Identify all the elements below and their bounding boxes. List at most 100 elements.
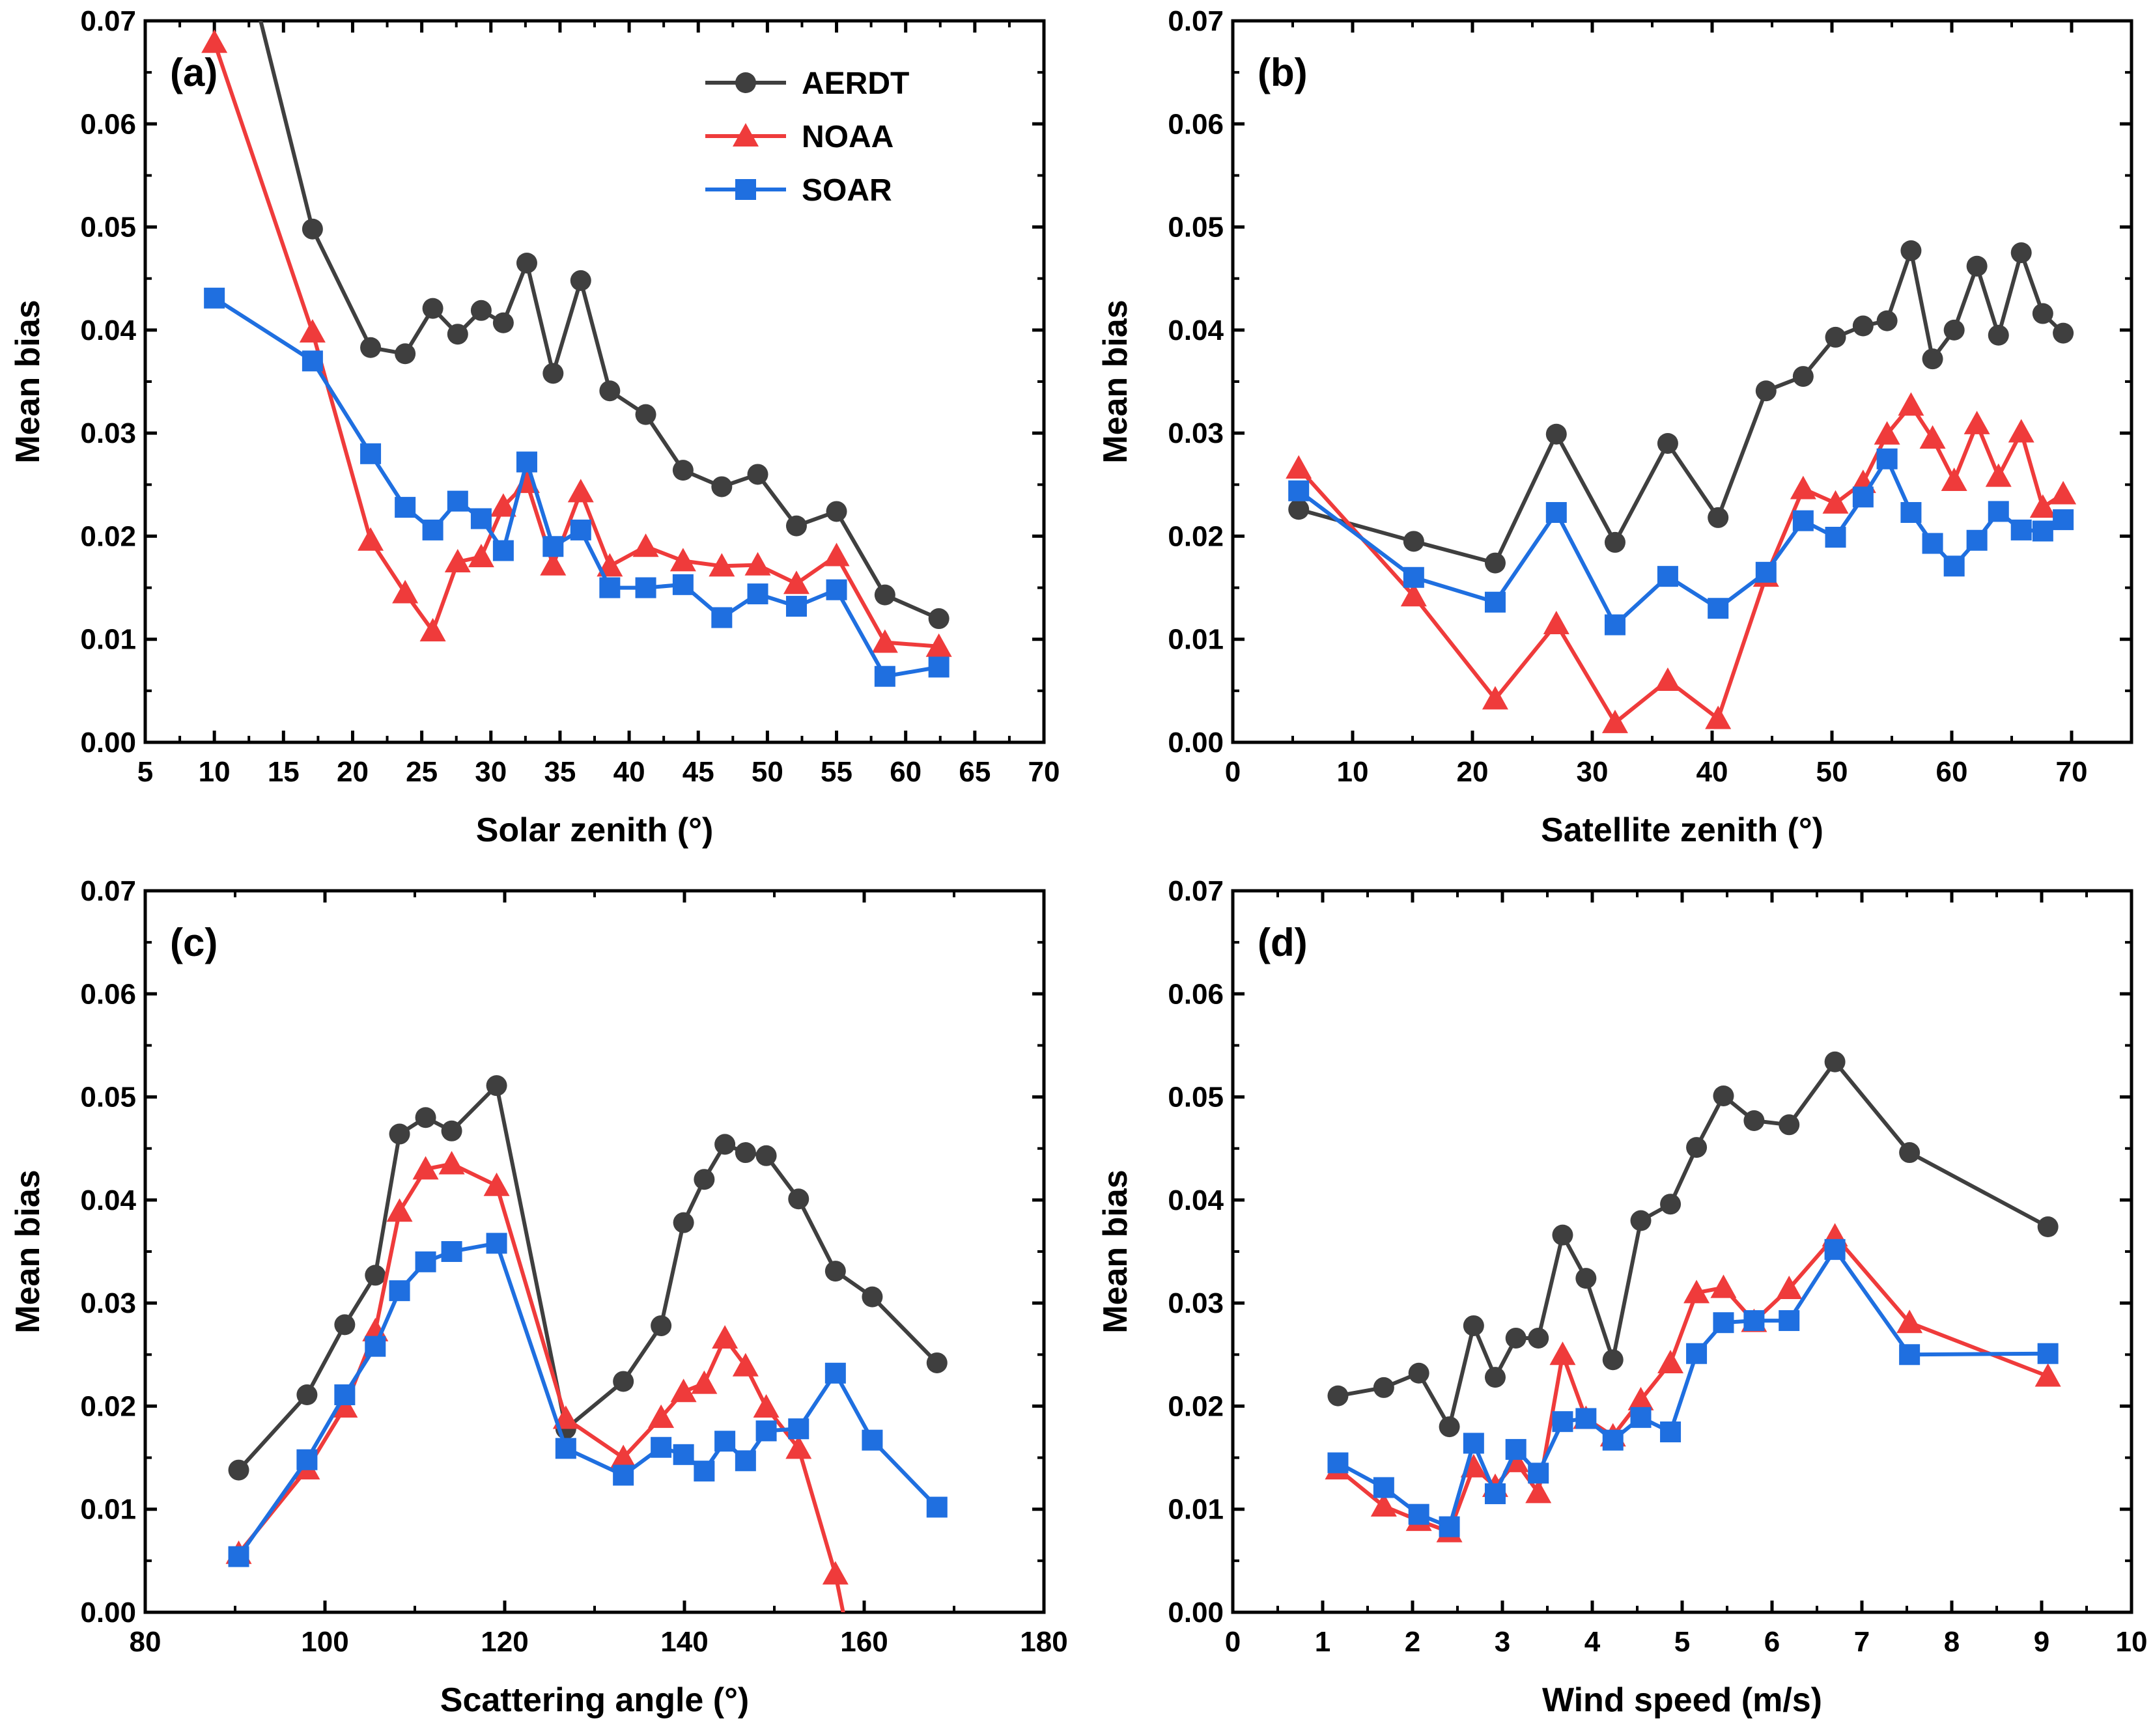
data-point-soar	[1779, 1310, 1800, 1332]
data-point-soar	[1900, 502, 1922, 524]
y-tick-label: 0.01	[1168, 1494, 1224, 1526]
y-tick-label: 0.03	[1168, 417, 1224, 449]
data-point-soar	[826, 579, 847, 600]
data-point-noaa	[871, 629, 898, 653]
data-point-aerdt	[415, 1107, 436, 1128]
y-tick-label: 0.07	[1168, 5, 1224, 37]
data-point-aerdt	[1943, 319, 1965, 341]
data-point-soar	[542, 536, 564, 557]
data-point-soar	[228, 1546, 249, 1567]
x-tick-label: 40	[1696, 756, 1728, 788]
data-point-aerdt	[2010, 242, 2032, 264]
data-point-aerdt	[824, 1261, 846, 1282]
x-tick-label: 1	[1315, 1626, 1330, 1658]
plot-area	[1325, 1051, 2061, 1543]
y-tick-label: 0.07	[80, 5, 136, 37]
data-point-soar	[788, 1418, 809, 1440]
series-noaa	[225, 1151, 849, 1612]
y-tick-label: 0.04	[1168, 1184, 1224, 1216]
data-point-noaa	[386, 1198, 413, 1222]
data-point-noaa	[490, 493, 516, 517]
y-tick-label: 0.06	[1168, 978, 1224, 1010]
data-point-noaa	[468, 544, 494, 568]
data-point-noaa	[2050, 481, 2077, 505]
data-point-aerdt	[395, 343, 416, 365]
data-point-aerdt	[1900, 240, 1922, 261]
data-point-soar	[1899, 1344, 1921, 1365]
data-point-soar	[2032, 520, 2053, 542]
data-point-noaa	[331, 1394, 358, 1418]
data-point-aerdt	[470, 300, 492, 321]
data-point-aerdt	[788, 1188, 809, 1210]
data-point-soar	[1327, 1452, 1349, 1474]
data-point-aerdt	[1288, 499, 1310, 520]
data-point-soar	[389, 1280, 410, 1302]
legend: AERDT NOAA SOAR	[705, 66, 909, 208]
series-soar	[1288, 448, 2074, 636]
data-point-noaa	[419, 618, 446, 642]
x-axis-title: Wind speed (m/s)	[1542, 1681, 1822, 1719]
data-point-noaa	[1776, 1275, 1803, 1299]
series-aerdt	[259, 21, 950, 630]
data-point-soar	[785, 596, 807, 617]
data-point-noaa	[358, 527, 384, 551]
data-point-aerdt	[928, 608, 950, 630]
data-point-aerdt	[302, 218, 323, 240]
x-tick-label: 65	[959, 756, 991, 788]
data-point-soar	[422, 519, 443, 540]
data-point-aerdt	[1792, 366, 1814, 387]
x-axis-title: Solar zenith (°)	[476, 811, 714, 849]
data-point-soar	[365, 1336, 386, 1357]
data-point-soar	[755, 1420, 777, 1442]
data-point-noaa	[1985, 463, 2012, 487]
x-tick-label: 60	[1936, 756, 1968, 788]
series-soar	[228, 1233, 948, 1567]
data-point-aerdt	[1852, 315, 1874, 337]
data-point-noaa	[2029, 494, 2056, 518]
plot-area	[1286, 240, 2077, 733]
data-point-noaa	[823, 542, 850, 567]
data-point-noaa	[444, 549, 471, 572]
data-point-noaa	[1790, 475, 1816, 499]
data-point-soar	[492, 540, 514, 561]
x-axis-title: Scattering angle (°)	[440, 1681, 749, 1719]
x-tick-label: 8	[1944, 1626, 1960, 1658]
data-point-noaa	[1705, 705, 1732, 729]
data-point-aerdt	[1922, 348, 1943, 370]
data-point-aerdt	[1779, 1114, 1800, 1136]
data-point-noaa	[610, 1444, 637, 1468]
x-tick-label: 9	[2034, 1626, 2049, 1658]
y-tick-label: 0.04	[80, 1184, 136, 1216]
data-point-soar	[470, 508, 492, 529]
data-point-aerdt	[1899, 1142, 1921, 1164]
data-point-soar	[1439, 1516, 1460, 1537]
data-point-soar	[862, 1429, 883, 1451]
data-point-soar	[1825, 527, 1846, 548]
data-point-aerdt	[673, 1212, 694, 1233]
data-point-aerdt	[1876, 310, 1898, 331]
y-tick-label: 0.02	[1168, 1390, 1224, 1422]
data-point-soar	[673, 1444, 694, 1465]
data-point-noaa	[744, 552, 771, 576]
y-tick-label: 0.03	[80, 1287, 136, 1319]
data-point-noaa	[1627, 1386, 1654, 1410]
data-point-aerdt	[1528, 1327, 1549, 1349]
x-tick-label: 20	[1457, 756, 1489, 788]
x-tick-label: 40	[613, 756, 645, 788]
x-tick-label: 70	[2056, 756, 2088, 788]
data-point-noaa	[1683, 1280, 1710, 1304]
x-tick-label: 80	[130, 1626, 162, 1658]
data-point-soar	[441, 1241, 462, 1262]
plot-area	[201, 21, 952, 687]
data-point-aerdt	[1463, 1315, 1484, 1336]
data-point-soar	[824, 1362, 846, 1384]
data-point-aerdt	[1408, 1362, 1429, 1384]
data-point-aerdt	[1545, 423, 1567, 445]
data-point-noaa	[783, 570, 809, 595]
data-point-soar	[2037, 1343, 2059, 1364]
y-tick-label: 0.02	[1168, 520, 1224, 552]
legend-label-soar: SOAR	[802, 173, 892, 208]
data-point-soar	[334, 1384, 356, 1406]
data-point-soar	[1505, 1438, 1527, 1460]
